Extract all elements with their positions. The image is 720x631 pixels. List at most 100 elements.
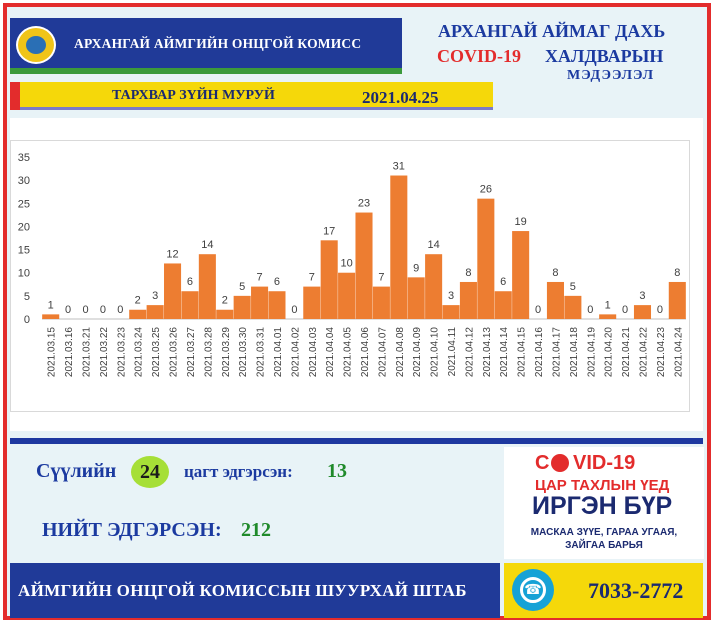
- bar: [668, 281, 686, 319]
- bar: [599, 314, 617, 319]
- bar-value-label: 12: [166, 248, 178, 260]
- bar-value-label: 0: [82, 304, 88, 316]
- y-tick-label: 35: [18, 152, 30, 164]
- title-line2: ХАЛДВАРЫН: [545, 46, 664, 66]
- curve-label-bar: [10, 82, 493, 110]
- x-tick-label: 2021.04.05: [343, 327, 354, 377]
- section-divider: [10, 438, 703, 444]
- y-tick-label: 0: [24, 314, 30, 326]
- bar-value-label: 7: [309, 272, 315, 284]
- x-tick-label: 2021.03.22: [99, 327, 110, 377]
- y-tick-label: 10: [18, 268, 30, 280]
- hours-badge: 24: [131, 456, 169, 488]
- bar: [407, 277, 425, 319]
- x-tick-label: 2021.04.21: [621, 327, 632, 377]
- bar: [425, 254, 443, 319]
- bar-value-label: 14: [427, 239, 439, 251]
- bar: [459, 281, 477, 319]
- x-tick-label: 2021.04.10: [430, 327, 441, 377]
- x-tick-label: 2021.04.24: [673, 327, 684, 377]
- y-tick-label: 20: [18, 221, 30, 233]
- bar-value-label: 0: [291, 304, 297, 316]
- bar: [268, 291, 286, 319]
- bar-value-label: 10: [340, 258, 352, 270]
- header-banner: [10, 18, 402, 70]
- phone-icon: ☎: [512, 569, 554, 611]
- bar: [355, 212, 373, 319]
- x-tick-label: 2021.03.31: [256, 327, 267, 377]
- bar-value-label: 3: [448, 290, 454, 302]
- bar: [633, 305, 652, 319]
- total-recovered-label: НИЙТ ЭДГЭРСЭН:: [42, 519, 222, 541]
- y-tick-label: 25: [18, 198, 30, 210]
- x-tick-label: 2021.04.15: [517, 327, 528, 377]
- footer-text: АЙМГИЙН ОНЦГОЙ КОМИССЫН ШУУРХАЙ ШТАБ: [18, 581, 467, 600]
- x-tick-label: 2021.04.08: [395, 327, 406, 377]
- report-date: 2021.04.25: [362, 88, 439, 107]
- x-tick-label: 2021.03.16: [64, 327, 75, 377]
- bar: [320, 240, 338, 319]
- x-tick-label: 2021.03.25: [151, 327, 162, 377]
- x-tick-label: 2021.04.16: [534, 327, 545, 377]
- title-line3: МЭДЭЭЛЭЛ: [567, 68, 655, 83]
- bar: [216, 309, 234, 319]
- bar-value-label: 23: [358, 198, 370, 210]
- bar: [146, 305, 164, 319]
- bar-value-label: 0: [587, 304, 593, 316]
- footer-banner: [10, 563, 500, 618]
- x-tick-label: 2021.03.30: [238, 327, 249, 377]
- bar: [390, 175, 408, 319]
- x-tick-label: 2021.04.03: [308, 327, 319, 377]
- x-tick-label: 2021.04.22: [638, 327, 649, 377]
- bar-value-label: 14: [201, 239, 213, 251]
- bar-value-label: 3: [639, 290, 645, 302]
- x-tick-label: 2021.03.15: [47, 327, 58, 377]
- x-tick-label: 2021.04.04: [325, 327, 336, 377]
- x-tick-label: 2021.04.20: [604, 327, 615, 377]
- bar-value-label: 17: [323, 225, 335, 237]
- x-tick-label: 2021.03.21: [82, 327, 93, 377]
- x-tick-label: 2021.04.14: [499, 327, 510, 377]
- virus-icon: [551, 454, 569, 472]
- hours-value: 24: [140, 461, 160, 483]
- x-tick-label: 2021.04.13: [482, 327, 493, 377]
- title-line1: АРХАНГАЙ АЙМАГ ДАХЬ: [438, 21, 666, 41]
- promo-line2: ЦАР ТАХЛЫН ҮЕД: [535, 477, 670, 494]
- x-tick-label: 2021.04.19: [586, 327, 597, 377]
- x-tick-label: 2021.04.11: [447, 327, 458, 377]
- bar: [494, 291, 512, 319]
- bar: [372, 286, 390, 319]
- bar-value-label: 5: [570, 281, 576, 293]
- x-tick-label: 2021.03.23: [116, 327, 127, 377]
- bar-value-label: 19: [515, 216, 527, 228]
- bar: [546, 281, 564, 319]
- bar-value-label: 2: [135, 295, 141, 307]
- bar: [129, 309, 147, 319]
- bar-value-label: 5: [239, 281, 245, 293]
- emblem-icon: [16, 26, 56, 64]
- bar-value-label: 8: [674, 267, 680, 279]
- promo-line4: МАСКАА ЗҮҮЕ, ГАРАА УГААЯ, ЗАЙГАА БАРЬЯ: [530, 527, 678, 551]
- bar-value-label: 6: [187, 276, 193, 288]
- x-tick-label: 2021.04.23: [656, 327, 667, 377]
- y-tick-label: 5: [24, 291, 30, 303]
- bar: [164, 263, 182, 319]
- bar-value-label: 0: [117, 304, 123, 316]
- bar-value-label: 2: [222, 295, 228, 307]
- bar-value-label: 0: [622, 304, 628, 316]
- bar-value-label: 3: [152, 290, 158, 302]
- bar-value-label: 0: [657, 304, 663, 316]
- bar-value-label: 26: [480, 184, 492, 196]
- x-tick-label: 2021.03.27: [186, 327, 197, 377]
- bar-value-label: 7: [378, 272, 384, 284]
- bar: [233, 295, 251, 319]
- bar: [512, 231, 530, 319]
- x-tick-label: 2021.03.29: [221, 327, 232, 377]
- promo-covid-c: C: [535, 452, 550, 474]
- bar-value-label: 9: [413, 262, 419, 274]
- x-tick-label: 2021.04.18: [569, 327, 580, 377]
- x-tick-label: 2021.04.12: [464, 327, 475, 377]
- title-covid: COVID-19: [437, 46, 521, 66]
- bar-value-label: 8: [465, 267, 471, 279]
- org-name: АРХАНГАЙ АЙМГИЙН ОНЦГОЙ КОМИСС: [74, 36, 362, 51]
